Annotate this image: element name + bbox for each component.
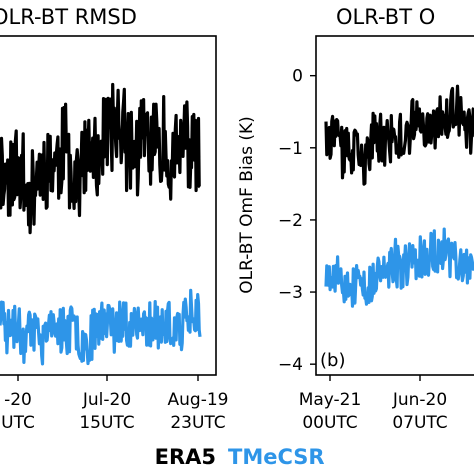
panel-b: OLR-BT O OLR-BT OmF Bias (K) 0 −1 −2 −3 −4 (…	[237, 5, 474, 433]
panel-b-ylabel: OLR-BT OmF Bias (K)	[237, 116, 257, 294]
panel-b-ytick-label: −4	[278, 355, 303, 375]
panel-a-xtick-label: -20	[4, 390, 32, 410]
panel-a-xtick-label: UTC	[1, 413, 35, 433]
panel-b-ytick-label: −2	[278, 211, 303, 231]
legend-entry-era5: ERA5	[155, 445, 216, 469]
panel-b-series-group	[324, 84, 474, 308]
panel-b-ytick-label: −1	[278, 139, 303, 159]
panel-b-ytick-label: −3	[278, 283, 303, 303]
panel-a-series-tmecsr	[0, 288, 202, 366]
panel-a-xtick-label: 23UTC	[170, 413, 225, 433]
panel-b-yticks: 0 −1 −2 −3 −4	[278, 67, 316, 375]
panel-b-series-tmecsr	[324, 227, 474, 308]
panel-b-frame	[315, 35, 474, 376]
panel-a-xtick-label: Aug-19	[168, 390, 229, 410]
legend-entry-tmecsr: TMeCSR	[228, 445, 325, 469]
panel-b-ytick-label: 0	[292, 67, 303, 87]
panel-a-xtick-label: Jul-20	[82, 390, 131, 410]
panel-b-xtick-label: 07UTC	[392, 413, 447, 433]
panel-b-xtick-label: May-21	[299, 390, 362, 410]
panel-a: OLR-BT RMSD -20 UTC Jul-20 15UTC Aug-19 …	[0, 5, 228, 433]
panel-b-label: (b)	[320, 350, 345, 371]
panel-b-title: OLR-BT O	[336, 5, 435, 29]
panel-a-series-group	[0, 82, 202, 366]
panel-b-xtick-label: 00UTC	[302, 413, 357, 433]
panel-a-xtick-label: 15UTC	[79, 413, 134, 433]
panel-a-series-era5	[0, 82, 201, 235]
panel-b-series-era5	[324, 84, 474, 186]
panel-b-xtick-label: Jun-20	[392, 390, 447, 410]
panel-a-title: OLR-BT RMSD	[0, 5, 137, 29]
legend: ERA5 TMeCSR	[155, 445, 325, 469]
